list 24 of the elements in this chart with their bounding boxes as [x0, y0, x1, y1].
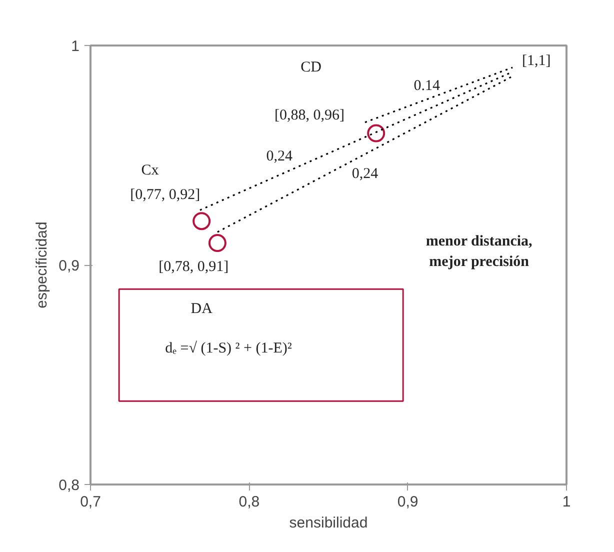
y-axis-title: especificidad [34, 222, 51, 308]
point [192, 212, 211, 230]
x-tick-label: 0,9 [397, 494, 418, 510]
x-tick-label: 0,8 [238, 494, 260, 510]
point [367, 124, 386, 142]
annotation: 0,24 [266, 148, 293, 164]
y-tick-label: 0,9 [58, 258, 80, 274]
annotation: dₑ =√ (1-S) ² + (1-E)² [165, 340, 292, 356]
annotation: 0,24 [352, 166, 379, 182]
x-tick-label: 0,7 [80, 494, 101, 510]
y-tick-label: 1 [71, 38, 80, 55]
annotation: [0,77, 0,92] [130, 186, 200, 203]
annotation: [0,88, 0,96] [274, 108, 344, 124]
x-tick-label: 1 [562, 494, 571, 510]
y-tick-label: 0,8 [58, 477, 80, 494]
x-axis-title: sensibilidad [289, 514, 368, 532]
annotation: [0,78, 0,91] [158, 259, 229, 276]
point [208, 234, 226, 252]
annotation: CD [300, 59, 322, 76]
annotation: Cx [141, 162, 160, 179]
annotation: 0.14 [414, 78, 440, 94]
annotation: [1,1] [522, 52, 551, 69]
annotation: DA [190, 300, 213, 317]
annotation: menor distancia, mejor precisión [426, 233, 533, 270]
